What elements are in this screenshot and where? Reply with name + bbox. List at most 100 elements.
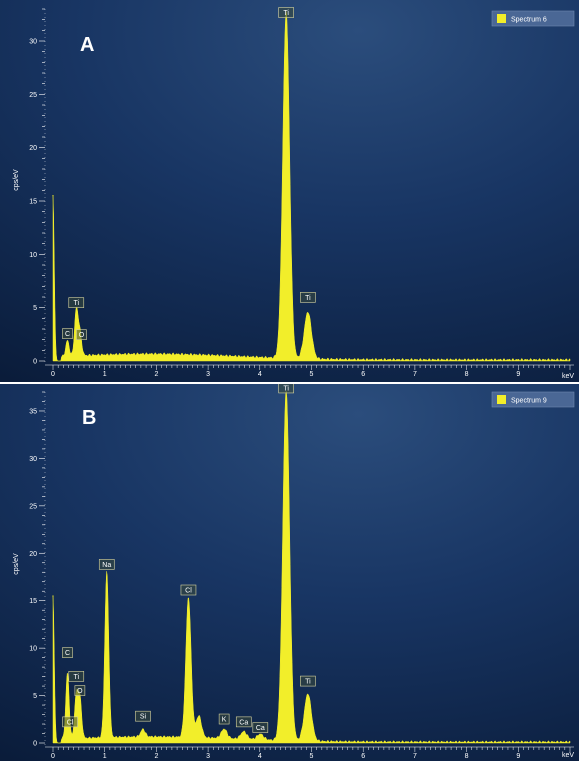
peak-label-box (218, 713, 230, 725)
x-tick-label: 8 (465, 753, 469, 760)
peak-point (307, 313, 309, 315)
peak-label-text: Ti (73, 300, 79, 307)
peak-label-text: O (79, 332, 85, 339)
x-tick-label: 7 (413, 753, 417, 760)
peak-label: Ca (235, 716, 252, 728)
y-tick-label: 0 (33, 359, 37, 366)
peak-point (142, 734, 144, 737)
legend-box (491, 391, 575, 408)
y-tick-label: 15 (29, 199, 37, 206)
axis-layer: 0 1 2 3 4 5 6 7 8 9 0 5 10 15 20 25 30 (29, 8, 574, 378)
spectrum-panel-b: 0 1 2 3 4 5 6 7 8 9 0 5 10 15 20 25 30 35 C Ti O Cl Na Si Cl K Ca… (0, 384, 579, 761)
spectrum-area (52, 11, 571, 362)
peak-point (223, 732, 225, 735)
peak-label: Ca (252, 722, 269, 733)
peak-label: K (218, 713, 230, 725)
x-tick-label: 3 (206, 753, 210, 760)
peak-label: C (62, 647, 73, 658)
panel-label: A (80, 34, 94, 56)
peak-point (52, 195, 54, 197)
peak-point (187, 602, 190, 604)
spectrum-panel-a: 0 1 2 3 4 5 6 7 8 9 0 5 10 15 20 25 30 C Ti O Ti Ti A cps/eV… (0, 0, 579, 382)
y-tick-label: 30 (29, 456, 37, 463)
x-tick-label: 8 (465, 371, 469, 378)
peak-label: Cl (180, 584, 197, 596)
peak-label-box (68, 671, 85, 682)
legend: Spectrum 6 (491, 10, 575, 27)
peak-label-box (98, 559, 115, 570)
peak-label-text: Ti (283, 10, 289, 17)
peak-label-box (62, 328, 73, 339)
y-tick-label: 20 (29, 551, 37, 558)
peak-label: Ti (300, 675, 316, 687)
x-tick-label: 4 (258, 753, 262, 760)
peak-label-box (300, 675, 316, 687)
peak-label-box (62, 716, 78, 728)
peak-point (259, 736, 261, 738)
peak-point (106, 576, 108, 578)
peak-label-box (278, 384, 294, 394)
legend-label: Spectrum 6 (511, 17, 547, 24)
peak-label: O (76, 329, 87, 340)
y-tick-label: 5 (33, 693, 37, 700)
peak-label-text: C (65, 331, 70, 338)
y-tick-label: 25 (29, 503, 37, 510)
peak-label-box (278, 7, 294, 18)
peak-label: Ti (68, 671, 85, 682)
peak-label: Si (135, 710, 151, 722)
peak-labels: C Ti O Ti Ti (62, 7, 316, 340)
spectrum-area (52, 391, 571, 744)
y-tick-label: 10 (29, 252, 37, 259)
x-tick-label: 2 (154, 371, 158, 378)
peak-label: Ti (68, 297, 85, 308)
legend-box (491, 10, 575, 27)
y-tick-label: 0 (33, 741, 37, 748)
x-tick-label: 6 (361, 371, 365, 378)
peak-point (307, 694, 309, 697)
peak-label: Na (98, 559, 115, 570)
y-tick-label: 10 (29, 646, 37, 653)
x-tick-label: 4 (258, 371, 262, 378)
peak-label-box (76, 329, 87, 340)
peak-label-text: C (65, 650, 70, 657)
y-tick-label: 35 (29, 408, 37, 415)
x-tick-label: 3 (206, 371, 210, 378)
x-tick-label: 6 (361, 753, 365, 760)
peak-point (243, 734, 245, 737)
peak-label-box (68, 297, 85, 308)
x-axis-title: keV (562, 752, 574, 759)
peak-label-text: Ca (239, 719, 248, 726)
spectrum-trace (52, 391, 571, 744)
peak-point (52, 595, 54, 597)
legend: Spectrum 9 (491, 391, 575, 408)
y-tick-label: 15 (29, 598, 37, 605)
x-tick-label: 5 (310, 753, 314, 760)
peak-label-text: Ca (256, 725, 265, 732)
x-tick-label: 9 (516, 371, 520, 378)
spectrum-chart-a: 0 1 2 3 4 5 6 7 8 9 0 5 10 15 20 25 30 C Ti O Ti Ti A cps/eV… (0, 0, 579, 382)
peak-label-box (235, 716, 252, 728)
x-tick-label: 1 (103, 753, 107, 760)
x-tick-label: 7 (413, 371, 417, 378)
y-axis-title: cps/eV (13, 553, 20, 575)
peak-point (66, 675, 69, 678)
y-axis-title: cps/eV (13, 169, 20, 191)
peak-label-text: Cl (185, 588, 192, 595)
x-tick-label: 1 (103, 371, 107, 378)
peak-label-box (300, 292, 316, 303)
peak-label-box (62, 647, 73, 658)
peak-point (75, 699, 77, 701)
peak-label-box (135, 710, 151, 722)
y-tick-label: 5 (33, 305, 37, 312)
peak-label-box (252, 722, 269, 733)
peak-point (66, 344, 69, 346)
legend-label: Spectrum 9 (511, 398, 547, 405)
x-tick-label: 0 (51, 753, 55, 760)
x-tick-label: 5 (310, 371, 314, 378)
peak-label-box (74, 685, 86, 696)
x-tick-label: 2 (154, 753, 158, 760)
peak-label: O (74, 685, 86, 696)
peak-label: Ti (278, 7, 294, 18)
y-tick-label: 20 (29, 145, 37, 152)
peak-point (79, 702, 81, 704)
